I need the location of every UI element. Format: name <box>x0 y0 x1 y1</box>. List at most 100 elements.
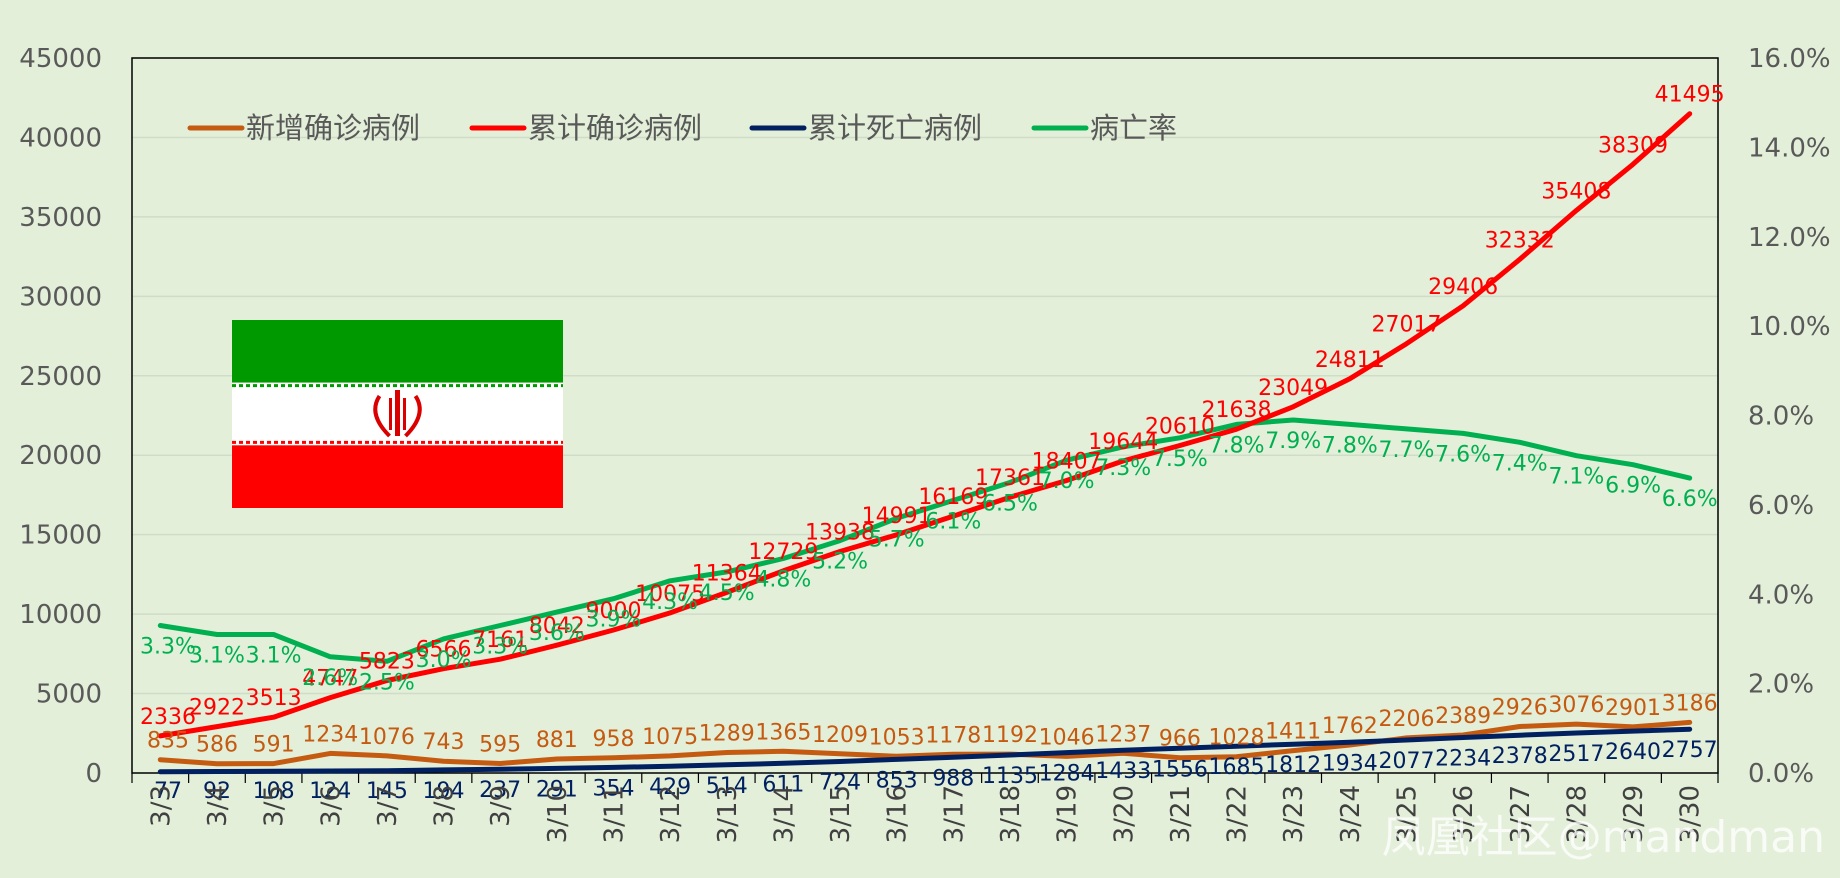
y-left-tick-label: 35000 <box>19 203 102 233</box>
data-label: 881 <box>536 728 578 753</box>
data-label: 966 <box>1159 727 1201 752</box>
data-label: 1053 <box>869 725 925 750</box>
emblem-left-crescent <box>373 394 391 438</box>
data-label: 6.5% <box>982 492 1038 517</box>
x-tick-label: 3/23 <box>1279 785 1309 843</box>
data-label: 6566 <box>416 638 472 663</box>
y-right-tick-label: 6.0% <box>1748 491 1814 521</box>
data-label: 3.3% <box>140 635 196 660</box>
data-label: 1046 <box>1039 725 1095 750</box>
series-line <box>157 417 1693 664</box>
data-label: 7.9% <box>1265 429 1321 454</box>
x-tick-label: 3/29 <box>1619 785 1649 843</box>
y-left-tick-label: 0 <box>85 759 102 789</box>
legend: 新增确诊病例 累计确诊病例 累计死亡病例 病亡率 <box>187 111 1177 145</box>
data-label: 3.0% <box>416 648 472 673</box>
data-label: 3.3% <box>472 635 528 660</box>
data-label: 354 <box>592 776 634 801</box>
x-tick-label: 3/5 <box>260 785 290 827</box>
x-tick-label: 3/17 <box>939 785 969 843</box>
flag-green-stripe <box>232 320 563 383</box>
data-label: 586 <box>196 733 238 758</box>
y-left-tick-label: 25000 <box>19 362 102 392</box>
y-left-tick-label: 20000 <box>19 441 102 471</box>
x-tick-label: 3/6 <box>316 785 346 827</box>
data-label: 591 <box>253 733 295 758</box>
data-label: 7.4% <box>1492 451 1548 476</box>
data-label: 2.6% <box>302 666 358 691</box>
data-label: 108 <box>253 779 295 804</box>
data-label: 724 <box>819 770 861 795</box>
watermark: 凤凰社区@mandman <box>1382 812 1825 863</box>
legend-label: 新增确诊病例 <box>246 111 420 145</box>
data-label: 1234 <box>302 722 358 747</box>
x-tick-label: 3/19 <box>1053 785 1083 843</box>
data-label: 20610 <box>1145 415 1215 440</box>
data-label: 1762 <box>1322 714 1378 739</box>
data-label: 7161 <box>472 628 528 653</box>
data-label: 11364 <box>692 561 762 586</box>
data-label: 12729 <box>748 540 818 565</box>
data-label: 7.7% <box>1379 438 1435 463</box>
data-label: 1135 <box>982 764 1038 789</box>
data-label: 6.9% <box>1605 474 1661 499</box>
x-tick-label: 3/28 <box>1562 785 1592 843</box>
x-tick-label: 3/22 <box>1223 785 1253 843</box>
data-label: 29406 <box>1428 275 1498 300</box>
data-label: 514 <box>706 774 748 799</box>
y-right-tick-label: 14.0% <box>1748 133 1831 163</box>
x-tick-label: 3/8 <box>430 785 460 827</box>
data-label: 10075 <box>635 582 705 607</box>
data-label: 24811 <box>1315 348 1385 373</box>
data-labels: 835 586 591 1234 1076 743 595 881 958 1075 1289 136… <box>140 83 1725 804</box>
data-label: 2517 <box>1548 742 1604 767</box>
data-label: 958 <box>592 727 634 752</box>
y-right-tick-label: 10.0% <box>1748 312 1831 342</box>
x-tick-label: 3/16 <box>883 785 913 843</box>
data-label: 21638 <box>1202 398 1272 423</box>
data-label: 7.0% <box>1039 469 1095 494</box>
data-label: 7.1% <box>1548 465 1604 490</box>
axes: 0 5000 10000 15000 20000 25000 30000 35000 40000… <box>19 44 1830 789</box>
data-label: 988 <box>932 766 974 791</box>
data-label: 7.8% <box>1322 433 1378 458</box>
data-label: 3186 <box>1662 691 1718 716</box>
x-tick-label: 3/13 <box>713 785 743 843</box>
data-label: 92 <box>203 779 231 804</box>
data-label: 7.6% <box>1435 442 1491 467</box>
y-right-tick-label: 0.0% <box>1748 759 1814 789</box>
legend-label: 累计死亡病例 <box>808 111 982 145</box>
data-label: 1075 <box>642 725 698 750</box>
data-label: 3.1% <box>246 643 302 668</box>
data-label: 1237 <box>1095 722 1151 747</box>
y-right-tick-label: 4.0% <box>1748 580 1814 610</box>
data-label: 1028 <box>1209 726 1265 751</box>
data-label: 5.2% <box>812 550 868 575</box>
data-label: 1433 <box>1095 759 1151 784</box>
y-left-tick-label: 40000 <box>19 123 102 153</box>
data-label: 1076 <box>359 725 415 750</box>
data-label: 2336 <box>140 705 196 730</box>
data-label: 2926 <box>1492 696 1548 721</box>
y-left-tick-label: 45000 <box>19 44 102 74</box>
data-label: 1192 <box>982 723 1038 748</box>
data-label: 2378 <box>1492 744 1548 769</box>
emblem-right-crescent <box>404 394 422 438</box>
data-label: 3.9% <box>586 608 642 633</box>
data-label: 124 <box>309 779 351 804</box>
y-right-tick-label: 16.0% <box>1748 44 1831 74</box>
data-label: 1685 <box>1209 755 1265 780</box>
data-label: 2640 <box>1605 740 1661 765</box>
data-label: 5823 <box>359 649 415 674</box>
data-label: 17361 <box>975 466 1045 491</box>
y-left-tick-label: 15000 <box>19 521 102 551</box>
data-label: 194 <box>423 779 465 804</box>
data-label: 3.1% <box>189 643 245 668</box>
x-tick-label: 3/12 <box>656 785 686 843</box>
x-tick-label: 3/9 <box>486 785 516 827</box>
data-label: 1209 <box>812 723 868 748</box>
data-label: 1812 <box>1265 753 1321 778</box>
data-label: 6.1% <box>925 509 981 534</box>
data-label: 3076 <box>1548 693 1604 718</box>
data-label: 1289 <box>699 722 755 747</box>
